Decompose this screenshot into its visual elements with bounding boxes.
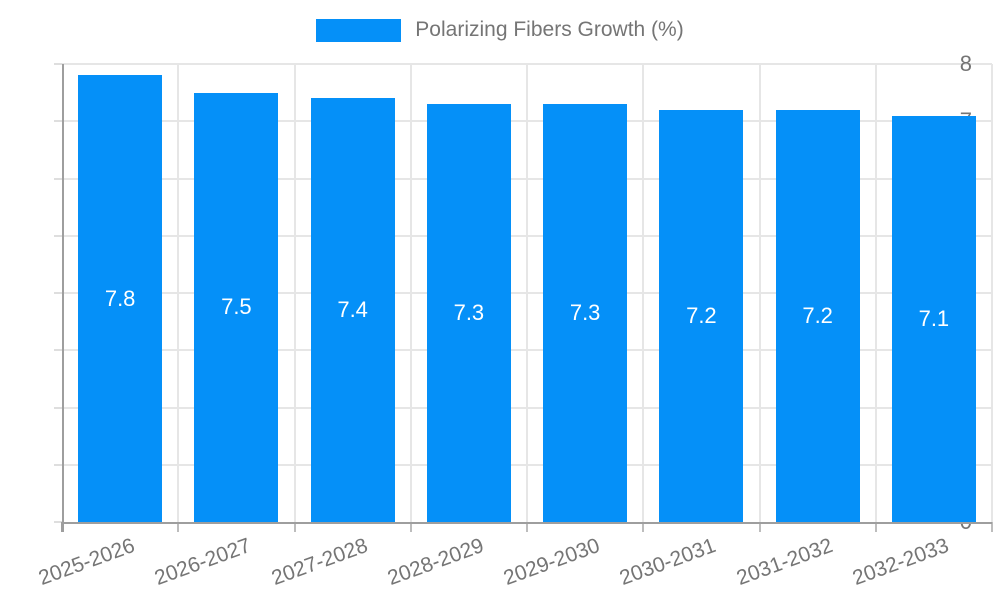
x-axis-tick	[293, 522, 296, 532]
x-axis-tick	[177, 522, 180, 532]
gridline-vertical	[874, 64, 877, 522]
bar[interactable]: 7.1	[891, 115, 976, 522]
gridline-vertical	[409, 64, 412, 522]
y-axis-tick	[54, 177, 62, 180]
x-axis-tick	[758, 522, 761, 532]
gridline-vertical	[177, 64, 180, 522]
bar-value-label: 7.4	[337, 297, 368, 323]
bar[interactable]: 7.2	[659, 109, 744, 522]
x-axis-tick	[409, 522, 412, 532]
bar-value-label: 7.2	[686, 302, 717, 328]
y-axis-line	[62, 64, 64, 532]
y-axis-tick	[54, 463, 62, 466]
y-axis-tick	[54, 521, 62, 523]
bar-value-label: 7.3	[453, 300, 485, 326]
plot-area: 0123456787.82025-20267.52026-20277.42027…	[36, 51, 993, 590]
x-axis-tick	[526, 522, 528, 532]
gridline-vertical	[991, 64, 993, 522]
bar-value-label: 7.5	[221, 294, 252, 320]
bar[interactable]: 7.5	[194, 92, 279, 522]
legend-label: Polarizing Fibers Growth (%)	[415, 18, 684, 41]
bar[interactable]: 7.3	[543, 104, 628, 522]
x-axis-tick	[874, 522, 877, 532]
gridline-vertical	[642, 64, 645, 522]
bar-value-label: 7.8	[104, 285, 136, 311]
y-axis-tick	[54, 406, 62, 409]
y-axis-tick	[54, 120, 62, 123]
y-axis-tick	[54, 63, 62, 65]
legend-swatch	[316, 18, 402, 42]
x-axis-tick	[991, 522, 993, 532]
y-axis-tick	[54, 349, 62, 352]
x-axis-line	[62, 522, 992, 524]
bar-value-label: 7.3	[569, 300, 601, 326]
bar[interactable]: 7.8	[78, 75, 163, 522]
gridline-vertical	[526, 64, 528, 522]
y-axis-tick	[54, 234, 62, 237]
bar[interactable]: 7.3	[426, 104, 511, 522]
bar[interactable]: 7.4	[310, 98, 395, 522]
bar-value-label: 7.1	[918, 305, 950, 331]
bar[interactable]: 7.2	[775, 109, 860, 522]
y-axis-tick	[54, 292, 62, 294]
bar-value-label: 7.2	[802, 302, 833, 328]
legend: Polarizing Fibers Growth (%)	[0, 18, 1000, 42]
y-axis-tick-label: 8	[959, 51, 972, 76]
gridline-vertical	[293, 64, 296, 522]
gridline-vertical	[758, 64, 761, 522]
x-axis-tick	[642, 522, 645, 532]
